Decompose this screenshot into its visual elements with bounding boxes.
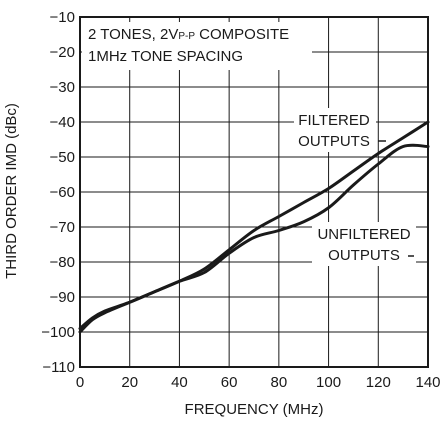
x-tick-label: 140 <box>415 374 440 391</box>
y-tick-label: −110 <box>42 359 75 376</box>
y-tick-label: −70 <box>50 219 75 236</box>
y-tick-label: −40 <box>50 114 75 131</box>
annotation-line-1-b: COMPOSITE <box>195 26 289 43</box>
x-tick-label: 60 <box>221 374 238 391</box>
series-layer <box>78 120 430 334</box>
annotation-line-1-sub: P-P <box>178 31 195 42</box>
y-tick-label: −60 <box>50 184 75 201</box>
tick-labels: 0 20 40 60 80 100 120 140 −10 −20 −30 −40 −50 −60 −70 −… <box>41 9 440 391</box>
y-tick-label: −100 <box>41 324 75 341</box>
x-tick-label: 80 <box>271 374 288 391</box>
filtered-label-background <box>294 108 376 152</box>
annotation-line-2: 1MHz TONE SPACING <box>88 48 243 65</box>
x-tick-label: 100 <box>316 374 341 391</box>
unfiltered-label-line-2: OUTPUTS <box>328 247 400 264</box>
plot-frame <box>79 16 429 368</box>
y-tick-label: −30 <box>50 79 75 96</box>
annotation-line-1-a: 2 TONES, 2V <box>88 26 178 43</box>
y-tick-label: −20 <box>50 44 75 61</box>
x-tick-label: 40 <box>171 374 188 391</box>
unfiltered-label-background <box>312 222 416 266</box>
y-tick-label: −10 <box>50 9 75 26</box>
unfiltered-label-line-1: UNFILTERED <box>317 226 410 243</box>
x-axis-title: FREQUENCY (MHz) <box>185 401 324 418</box>
y-tick-label: −90 <box>50 289 75 306</box>
y-axis-title: THIRD ORDER IMD (dBc) <box>3 103 20 279</box>
filtered-label-line-2: OUTPUTS <box>298 133 370 150</box>
annotation-line-1: 2 TONES, 2VP-P COMPOSITE <box>88 26 289 43</box>
y-tick-label: −80 <box>50 254 75 271</box>
filtered-label-line-1: FILTERED <box>298 112 370 129</box>
x-tick-label: 20 <box>121 374 138 391</box>
x-tick-label: 120 <box>366 374 391 391</box>
y-tick-label: −50 <box>50 149 75 166</box>
series-line-unfiltered <box>78 143 430 334</box>
annotation-background <box>82 22 312 70</box>
x-tick-label: 0 <box>76 374 84 391</box>
